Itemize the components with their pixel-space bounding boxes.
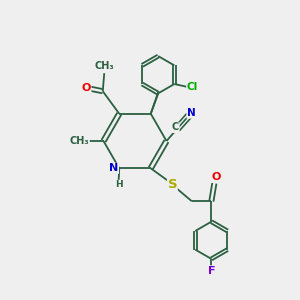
Text: Cl: Cl [187,82,198,92]
Text: O: O [82,83,91,93]
Text: S: S [167,178,177,191]
Text: H: H [115,180,122,189]
Text: N: N [187,108,196,118]
Text: CH₃: CH₃ [94,61,114,71]
Text: CH₃: CH₃ [70,136,89,146]
Text: N: N [109,163,119,173]
Text: C: C [172,122,179,133]
Text: O: O [211,172,220,182]
Text: F: F [208,266,215,276]
